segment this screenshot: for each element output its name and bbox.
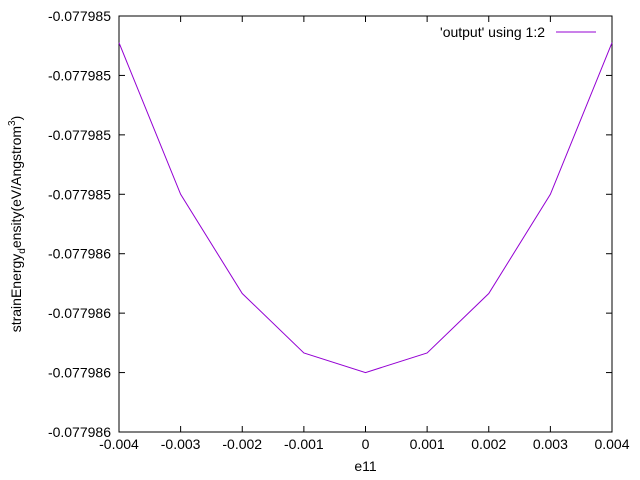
- y-tick-label: -0.077985: [48, 67, 111, 83]
- y-axis-label-subscript: d: [17, 248, 28, 254]
- x-tick-label: 0.002: [471, 436, 506, 452]
- ticks-layer: -0.004 -0.003 -0.002 -0.001 0 0.001 0.002 0.003…: [48, 8, 630, 452]
- legend: 'output' using 1:2: [440, 24, 596, 40]
- x-tick-label: -0.001: [284, 436, 324, 452]
- y-axis-label-suffix: ): [8, 116, 24, 121]
- y-axis-label: strainEnergydensity(eV/Angstrom3): [7, 116, 28, 333]
- x-tick-label: -0.004: [99, 436, 139, 452]
- series-line: [118, 42, 613, 374]
- x-axis-label: e11: [354, 458, 377, 474]
- x-tick-label: -0.002: [222, 436, 262, 452]
- y-tick-label: -0.077985: [48, 127, 111, 143]
- series-layer: [118, 42, 613, 374]
- x-tick-label: -0.003: [161, 436, 201, 452]
- y-tick-label: -0.077986: [48, 424, 111, 440]
- y-tick-label: -0.077986: [48, 246, 111, 262]
- x-tick-label: 0.003: [533, 436, 568, 452]
- y-axis-label-superscript: 3: [7, 120, 18, 126]
- y-tick-label: -0.077986: [48, 305, 111, 321]
- legend-label: 'output' using 1:2: [440, 24, 545, 40]
- x-tick-label: 0: [362, 436, 370, 452]
- plot-frame: [118, 15, 613, 433]
- x-tick-label: 0.001: [410, 436, 445, 452]
- y-tick-label: -0.077985: [48, 186, 111, 202]
- x-tick-label: 0.004: [594, 436, 629, 452]
- y-tick-label: -0.077986: [48, 365, 111, 381]
- y-axis-label-middle: ensity(eV/Angstrom: [8, 126, 24, 248]
- y-axis-label-main: strainEnergy: [8, 254, 24, 333]
- y-tick-label: -0.077985: [48, 8, 111, 24]
